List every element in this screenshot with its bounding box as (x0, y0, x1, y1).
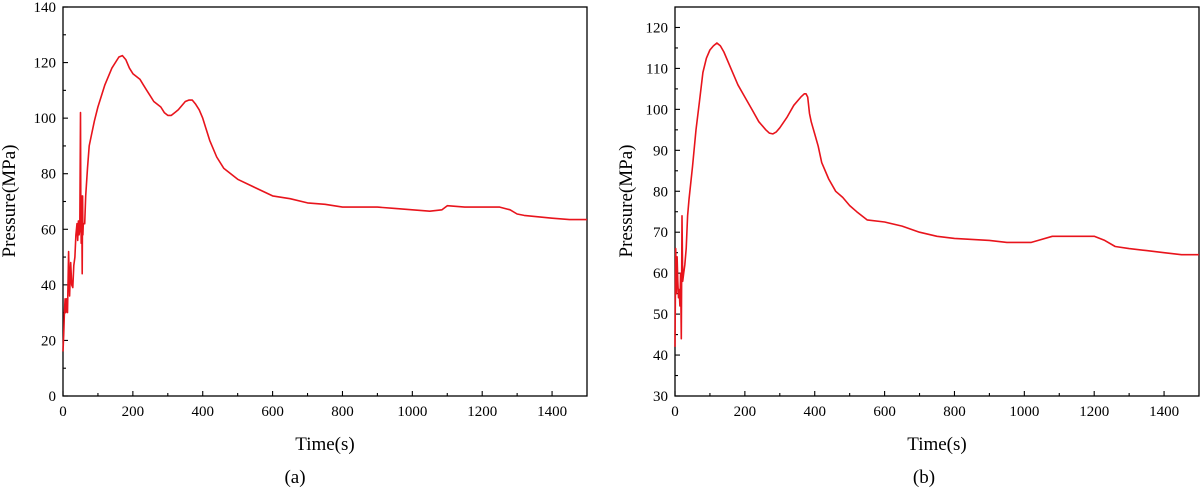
y-tick-label: 40 (653, 348, 668, 364)
y-axis-label: Pressure(MPa) (616, 145, 637, 258)
y-axis-ticks: 30 40 50 60 70 80 90 100 110 120 (646, 20, 680, 405)
x-axis-label: Time(s) (295, 434, 354, 455)
x-tick-label: 400 (191, 404, 214, 420)
y-tick-label: 100 (646, 102, 669, 118)
y-tick-label: 120 (646, 20, 669, 36)
x-tick-label: 200 (734, 404, 757, 420)
y-tick-label: 60 (41, 222, 56, 238)
x-axis-label: Time(s) (907, 434, 966, 455)
x-tick-label: 0 (671, 404, 679, 420)
x-tick-label: 1400 (537, 404, 567, 420)
x-tick-label: 600 (261, 404, 284, 420)
y-tick-label: 40 (41, 278, 56, 294)
x-axis-ticks: 0 200 400 600 800 1000 1200 1400 (59, 391, 567, 420)
panel-caption: (a) (284, 467, 305, 488)
y-tick-label: 30 (653, 389, 668, 405)
y-tick-label: 140 (34, 0, 57, 16)
x-tick-label: 800 (331, 404, 354, 420)
y-tick-label: 70 (653, 225, 668, 241)
chart-panel-b: 0 200 400 600 800 1000 1200 1400 30 40 50 60 70 80 90… (616, 6, 1200, 488)
x-tick-label: 1000 (397, 404, 427, 420)
y-tick-label: 100 (34, 111, 57, 127)
pressure-series-line (62, 54, 587, 352)
x-tick-label: 600 (873, 404, 896, 420)
x-tick-label: 1200 (1079, 404, 1109, 420)
y-tick-label: 90 (653, 143, 668, 159)
x-tick-label: 1200 (467, 404, 497, 420)
panel-caption: (b) (913, 467, 935, 488)
y-tick-label: 60 (653, 266, 668, 282)
y-tick-label: 80 (653, 184, 668, 200)
y-axis-ticks: 0 20 40 60 80 100 120 140 (34, 0, 68, 405)
x-tick-label: 0 (59, 404, 67, 420)
x-tick-label: 400 (803, 404, 826, 420)
x-tick-label: 200 (122, 404, 145, 420)
x-tick-label: 1400 (1149, 404, 1179, 420)
y-tick-label: 50 (653, 307, 668, 323)
y-tick-label: 80 (41, 167, 56, 183)
y-tick-label: 110 (646, 61, 668, 77)
y-tick-label: 20 (41, 333, 56, 349)
plot-frame (62, 6, 588, 397)
pressure-series-line (674, 42, 1199, 347)
x-tick-label: 800 (943, 404, 966, 420)
y-tick-label: 0 (49, 389, 57, 405)
y-axis-label: Pressure(MPa) (0, 145, 20, 258)
plot-frame (674, 6, 1200, 397)
y-tick-label: 120 (34, 56, 57, 72)
x-axis-ticks: 0 200 400 600 800 1000 1200 1400 (671, 391, 1179, 420)
chart-panel-a: 0 200 400 600 800 1000 1200 1400 0 20 40 60 80 100 12… (0, 0, 588, 488)
x-tick-label: 1000 (1009, 404, 1039, 420)
